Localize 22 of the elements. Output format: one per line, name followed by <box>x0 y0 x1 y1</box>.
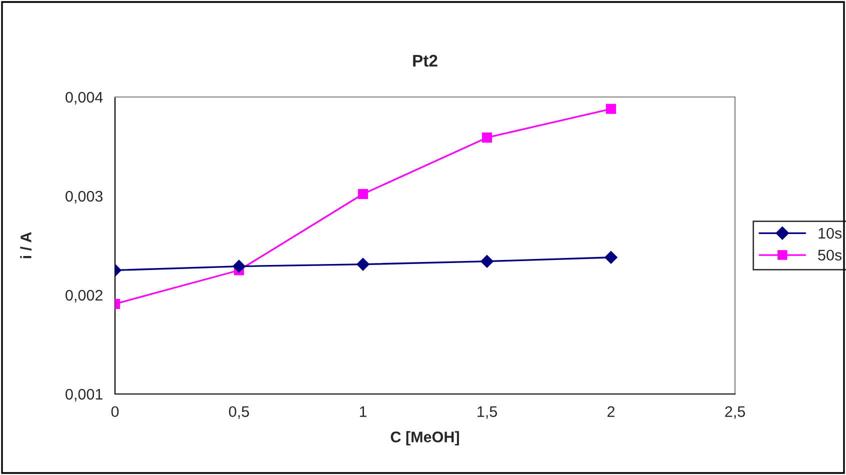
x-tick-label: 1,5 <box>478 406 497 419</box>
point <box>480 254 494 268</box>
x-tick-label: 2,5 <box>725 406 745 419</box>
point <box>232 260 246 273</box>
x-axis-title: C [MeOH] <box>390 431 459 446</box>
point <box>604 250 618 264</box>
point <box>482 132 492 143</box>
y-tick-label: 0,001 <box>66 388 102 402</box>
y-tick-label: 0,004 <box>66 92 103 104</box>
legend-label: 50s <box>818 250 842 261</box>
y-tick-label: 0,002 <box>66 290 102 302</box>
y-tick-label: 0,003 <box>66 190 103 204</box>
x-tick-label: 0 <box>111 406 119 418</box>
point <box>358 188 368 200</box>
point <box>606 104 616 114</box>
x-tick-label: 1 <box>360 406 367 417</box>
x-tick-label: 2 <box>608 406 614 417</box>
chart-title: Pt2 <box>413 54 438 67</box>
legend-label: 10s <box>818 228 842 239</box>
point <box>356 258 370 271</box>
x-tick-label: 0,5 <box>228 406 249 419</box>
y-axis-title: i / A <box>20 232 32 258</box>
